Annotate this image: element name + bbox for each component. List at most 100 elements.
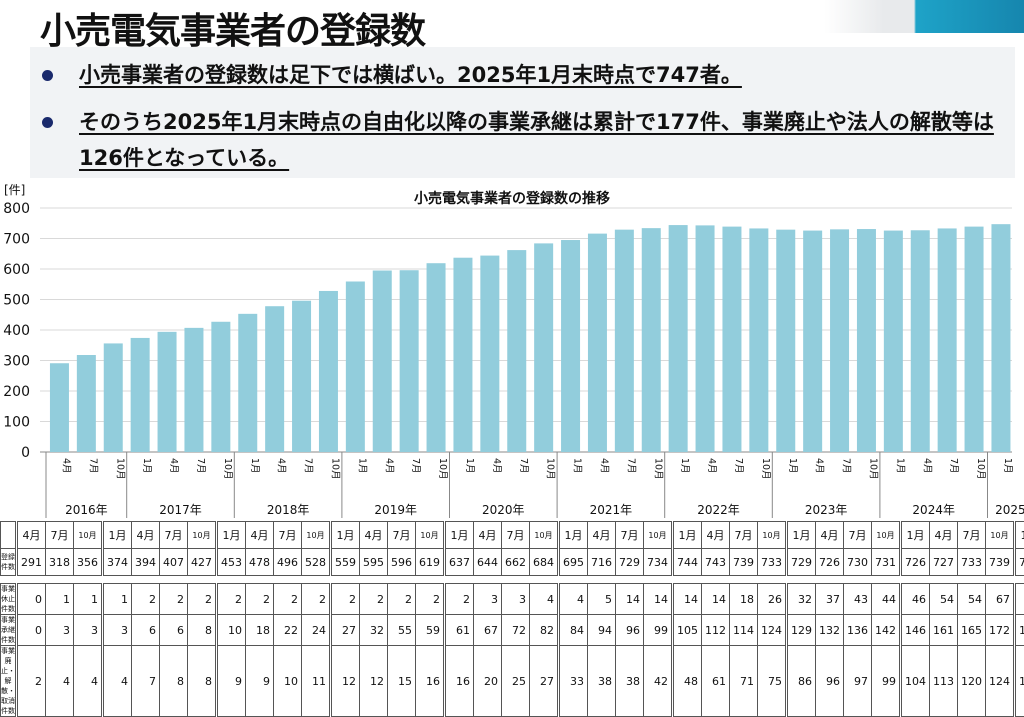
bar [480,256,499,452]
table-cell: 38 [588,646,616,717]
table-cell: 4 [103,646,132,717]
table-cell: 427 [188,549,217,576]
table-cell: 12 [331,646,360,717]
table-cell: 132 [816,615,844,646]
x-tick-label: 10月 [760,458,771,480]
x-tick-label: 10月 [114,458,125,480]
table-cell: 2 [302,584,331,615]
x-tick-label: 7月 [948,458,959,474]
table-cell: 104 [901,646,930,717]
x-tick-label: 10月 [437,458,448,480]
table-cell: 374 [103,549,132,576]
table-cell: 4 [46,646,74,717]
table-cell: 177 [1015,615,1024,646]
table-cell: 7月 [616,522,644,549]
table-cell: 662 [502,549,530,576]
table-cell: 96 [816,646,844,717]
year-label: 2016年 [65,503,108,517]
bar [238,314,257,452]
table-cell: 105 [673,615,702,646]
table-cell: 61 [445,615,474,646]
table-cell: 619 [416,549,445,576]
bar [803,231,822,452]
table-cell: 731 [872,549,901,576]
year-label: 2019年 [374,503,417,517]
y-tick-label: 600 [3,262,30,278]
bar [292,301,311,452]
year-label: 2018年 [267,503,310,517]
table-cell: 10月 [302,522,331,549]
table-cell: 1 [74,584,103,615]
table-cell: 684 [530,549,559,576]
bar [938,228,957,452]
table-cell: 726 [816,549,844,576]
table-cell: 2 [17,646,46,717]
table-cell: 54 [958,584,986,615]
row-label: 事業承継件数 [1,615,17,646]
y-tick-label: 800 [3,201,30,217]
row-label: 事業休止件数 [1,584,17,615]
table-cell: 1月 [559,522,588,549]
table-cell: 644 [474,549,502,576]
x-tick-label: 4月 [598,458,609,474]
x-tick-label: 4月 [383,458,394,474]
bar [265,306,284,452]
bar [104,343,123,452]
bar [911,230,930,452]
table-cell: 61 [702,646,730,717]
table-cell: 729 [787,549,816,576]
bar [722,227,741,452]
table-cell: 18 [246,615,274,646]
table-cell: 453 [217,549,246,576]
table-cell: 172 [986,615,1015,646]
table-cell: 7月 [502,522,530,549]
table-cell: 10月 [530,522,559,549]
table-cell: 5 [588,584,616,615]
table-cell: 2 [188,584,217,615]
table-cell: 2 [132,584,160,615]
table-cell: 7月 [730,522,758,549]
table-cell: 2 [160,584,188,615]
x-tick-label: 4月 [814,458,825,474]
table-cell: 67 [474,615,502,646]
x-tick-label: 1月 [249,458,260,474]
bar [131,338,150,452]
bar [427,263,446,452]
table-cell: 14 [616,584,644,615]
table-cell: 142 [872,615,901,646]
table-cell: 3 [502,584,530,615]
table-cell: 10月 [416,522,445,549]
row-label: 事業廃止・解散・取消件数 [1,646,17,717]
year-label: 2022年 [697,503,740,517]
table-cell: 7月 [388,522,416,549]
row-label: 登録件数 [1,549,17,576]
table-cell: 126 [1015,646,1024,717]
table-cell: 96 [616,615,644,646]
y-tick-label: 0 [21,445,30,461]
table-cell: 15 [388,646,416,717]
table-cell: 2 [360,584,388,615]
table-cell: 1月 [331,522,360,549]
table-cell: 478 [246,549,274,576]
year-label: 2023年 [805,503,848,517]
x-tick-label: 1月 [356,458,367,474]
table-cell: 730 [844,549,872,576]
table-cell: 1月 [1015,522,1024,549]
table-cell: 124 [986,646,1015,717]
table-cell: 12 [360,646,388,717]
x-tick-label: 1月 [572,458,583,474]
table-cell: 75 [758,646,787,717]
table-cell: 8 [188,615,217,646]
table-cell: 743 [702,549,730,576]
y-tick-label: 100 [3,415,30,431]
bar [830,229,849,452]
table-cell: 733 [758,549,787,576]
table-cell: 1月 [901,522,930,549]
x-tick-label: 10月 [545,458,556,480]
table-cell: 1月 [445,522,474,549]
table-cell: 113 [930,646,958,717]
table-cell: 3 [46,615,74,646]
